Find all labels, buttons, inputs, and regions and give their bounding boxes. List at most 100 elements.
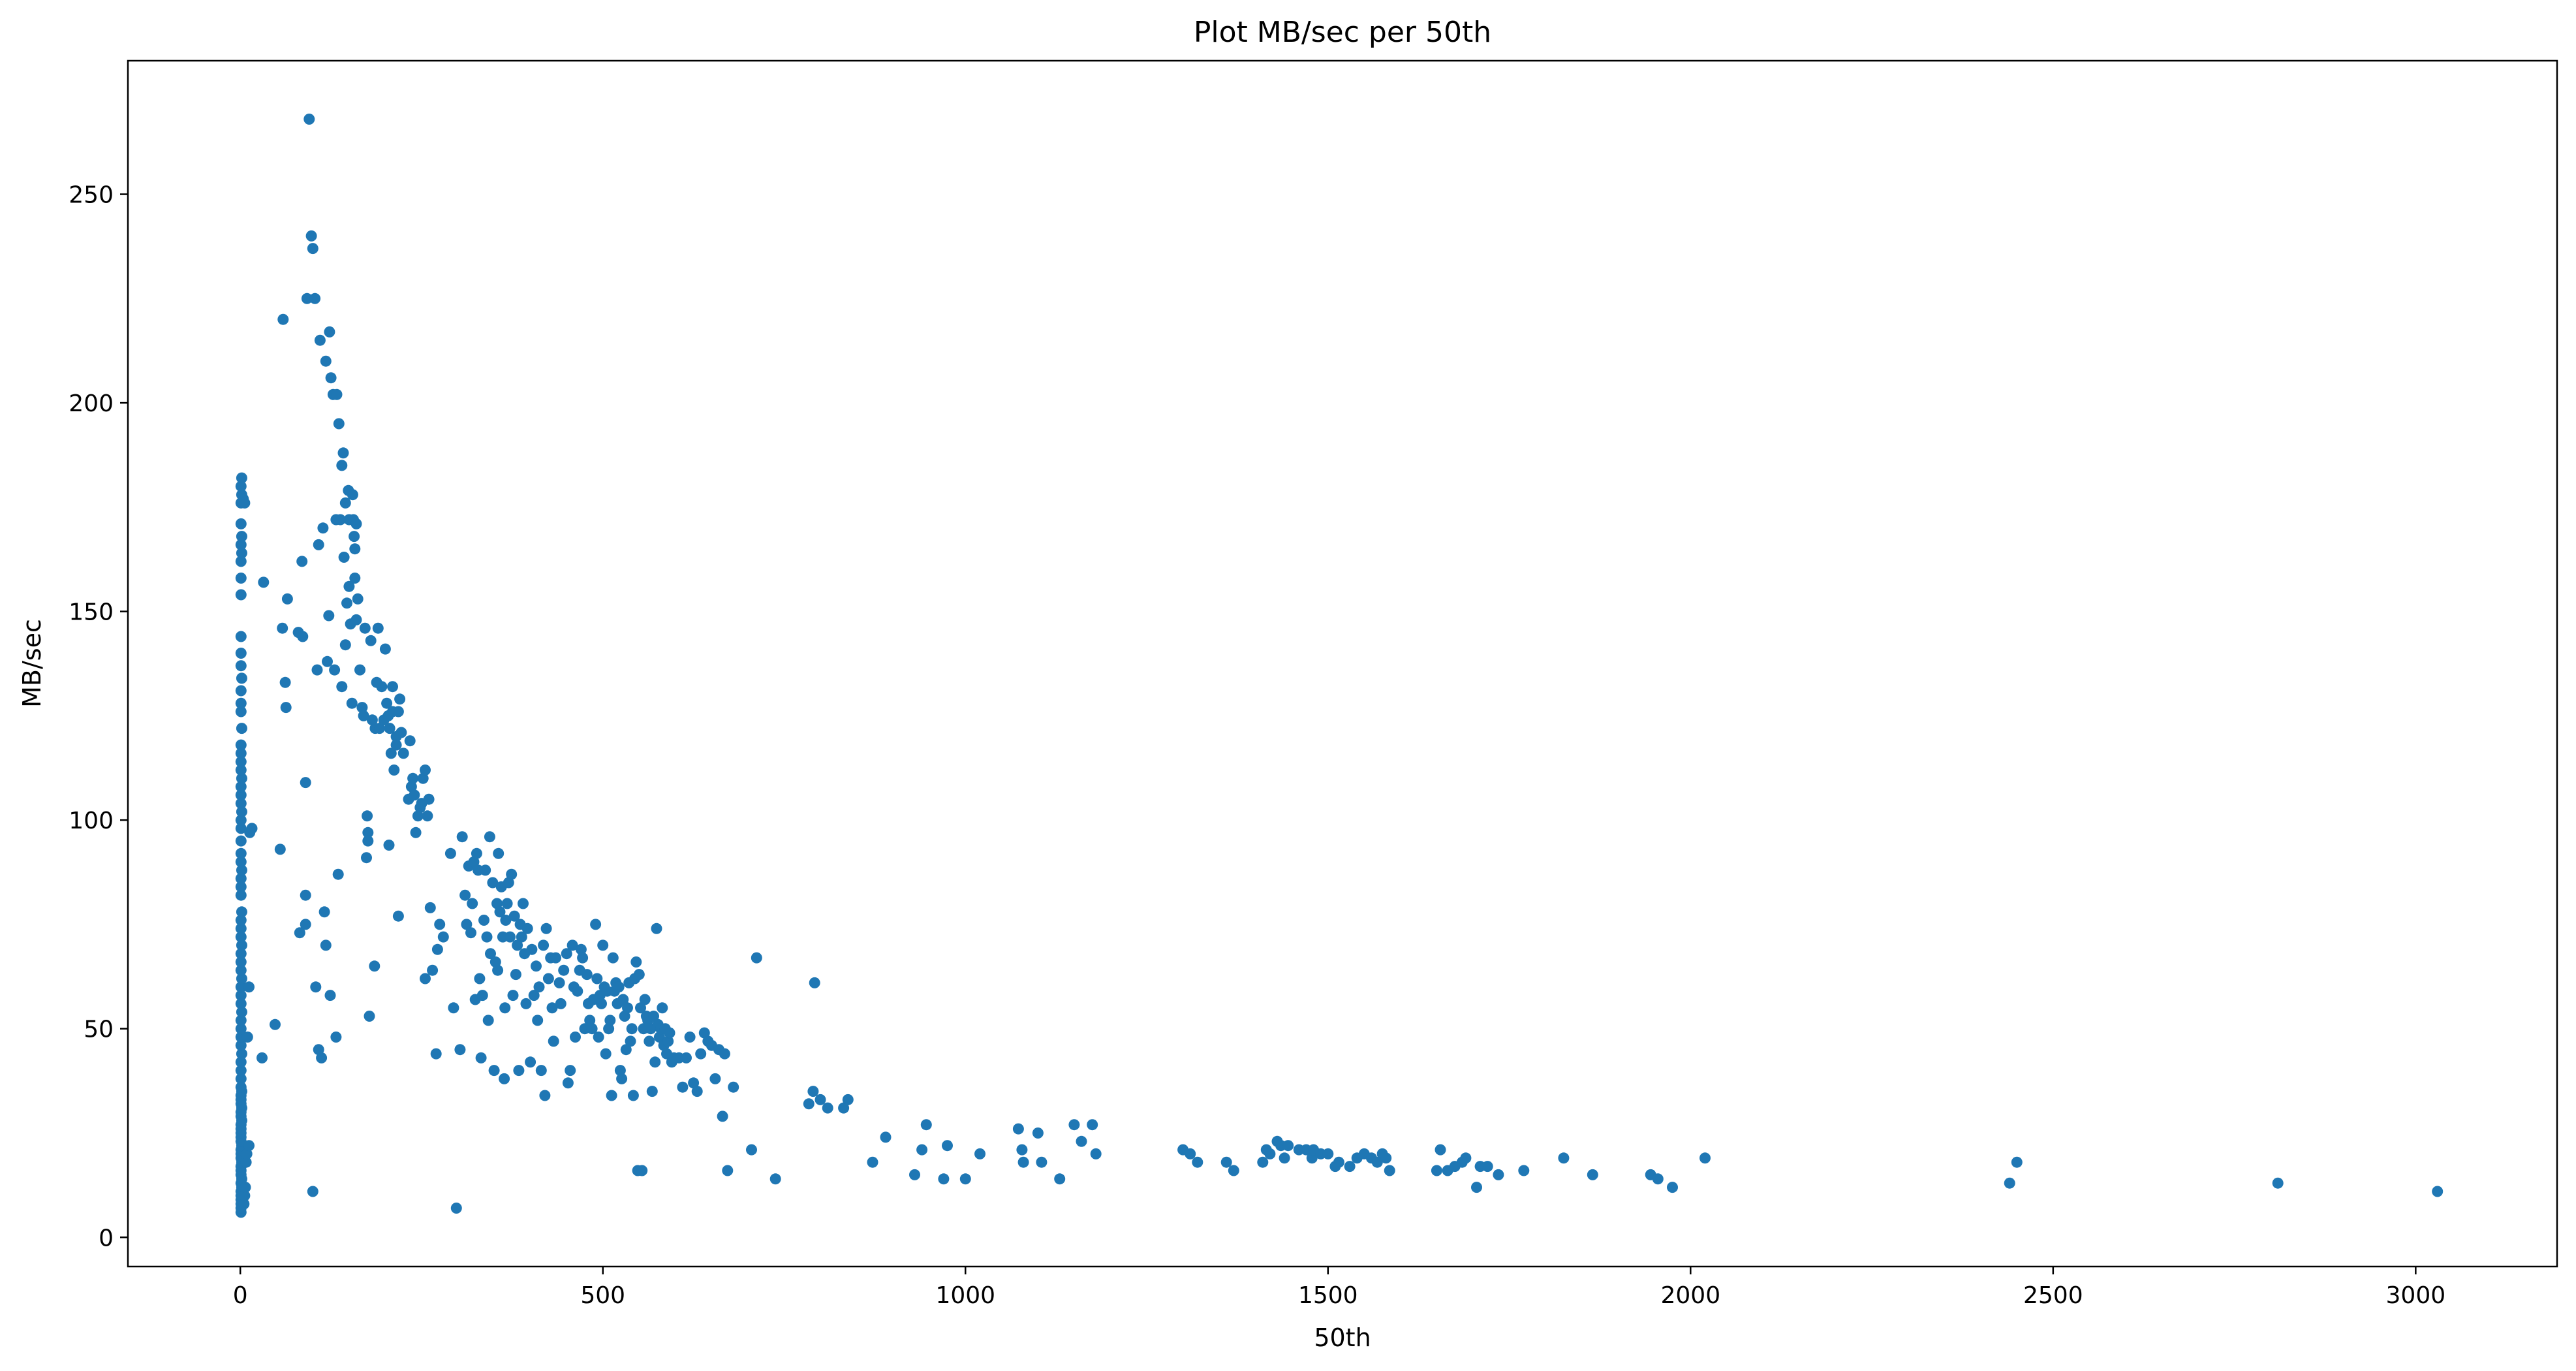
data-point	[1435, 1144, 1446, 1156]
data-point	[461, 919, 473, 930]
data-point	[546, 1002, 558, 1014]
data-point	[625, 1035, 636, 1047]
data-point	[548, 1035, 559, 1047]
data-point	[1036, 1156, 1047, 1168]
data-point	[314, 334, 326, 346]
data-point	[239, 1190, 251, 1201]
data-point	[719, 1048, 730, 1060]
data-point	[593, 1032, 604, 1043]
data-point	[1220, 1156, 1232, 1168]
data-point	[235, 556, 247, 567]
data-point	[333, 418, 345, 430]
data-point	[555, 998, 566, 1009]
data-point	[684, 1032, 696, 1043]
data-point	[239, 497, 251, 509]
data-point	[489, 956, 501, 968]
data-point	[681, 1052, 692, 1064]
data-point	[500, 915, 512, 926]
data-point	[635, 1002, 646, 1014]
data-point	[842, 1094, 854, 1105]
data-point	[626, 1023, 638, 1035]
data-point	[362, 810, 373, 822]
data-point	[1699, 1152, 1711, 1164]
data-point	[751, 952, 762, 964]
data-point	[617, 994, 629, 1005]
data-point	[235, 1081, 247, 1093]
data-point	[235, 1015, 247, 1026]
data-point	[369, 960, 380, 972]
data-point	[372, 622, 384, 634]
data-point	[374, 723, 385, 734]
data-point	[1493, 1169, 1504, 1180]
data-point	[1087, 1119, 1098, 1131]
data-point	[390, 739, 402, 751]
data-point	[235, 756, 247, 768]
data-point	[235, 814, 247, 826]
data-point	[630, 956, 642, 968]
data-point	[722, 1165, 734, 1176]
data-point	[235, 764, 247, 776]
data-point	[431, 943, 443, 955]
data-point	[235, 981, 247, 993]
data-point	[235, 873, 247, 885]
data-point	[379, 643, 391, 655]
data-point	[236, 672, 247, 684]
data-point	[664, 1027, 675, 1039]
data-point	[412, 810, 424, 822]
data-point	[584, 1015, 596, 1026]
data-point	[405, 781, 417, 793]
data-point	[1322, 1148, 1334, 1159]
data-point	[235, 648, 247, 659]
data-point	[501, 898, 513, 909]
data-point	[633, 969, 645, 981]
data-point	[300, 889, 311, 901]
data-point	[709, 1073, 721, 1084]
data-point	[381, 697, 393, 709]
data-point	[241, 1032, 253, 1043]
data-point	[478, 915, 489, 926]
data-point	[691, 1086, 703, 1097]
data-points	[235, 114, 2444, 1218]
data-point	[465, 927, 476, 939]
data-point	[385, 748, 397, 759]
data-point	[475, 1052, 487, 1064]
data-point	[492, 964, 504, 976]
data-point	[236, 939, 247, 951]
data-point	[597, 939, 609, 951]
data-point	[920, 1119, 932, 1131]
data-point	[1228, 1165, 1239, 1176]
data-point	[2004, 1177, 2015, 1189]
data-point	[807, 1086, 819, 1097]
data-point	[281, 593, 293, 605]
data-point	[309, 292, 321, 304]
data-point	[235, 1073, 247, 1084]
data-point	[235, 915, 247, 926]
data-point	[404, 735, 416, 747]
data-point	[2432, 1186, 2444, 1197]
data-point	[553, 977, 565, 988]
data-point	[236, 723, 247, 734]
data-point	[235, 922, 247, 934]
data-point	[341, 597, 352, 609]
data-point	[480, 864, 491, 876]
data-point	[235, 518, 247, 529]
data-point	[662, 1035, 674, 1047]
data-point	[746, 1144, 757, 1156]
data-point	[809, 977, 820, 988]
data-point	[297, 631, 309, 642]
data-point	[528, 990, 540, 1001]
data-point	[688, 1077, 700, 1089]
data-point	[277, 313, 289, 325]
data-point	[607, 952, 619, 964]
data-point	[1371, 1156, 1383, 1168]
data-point	[338, 552, 350, 563]
data-point	[320, 355, 332, 367]
data-point	[636, 1165, 648, 1176]
data-point	[339, 497, 351, 509]
data-point	[581, 969, 593, 981]
data-point	[450, 1203, 462, 1214]
data-point	[329, 664, 341, 676]
data-point	[1667, 1182, 1678, 1193]
data-point	[362, 835, 374, 847]
data-point	[235, 1056, 247, 1068]
